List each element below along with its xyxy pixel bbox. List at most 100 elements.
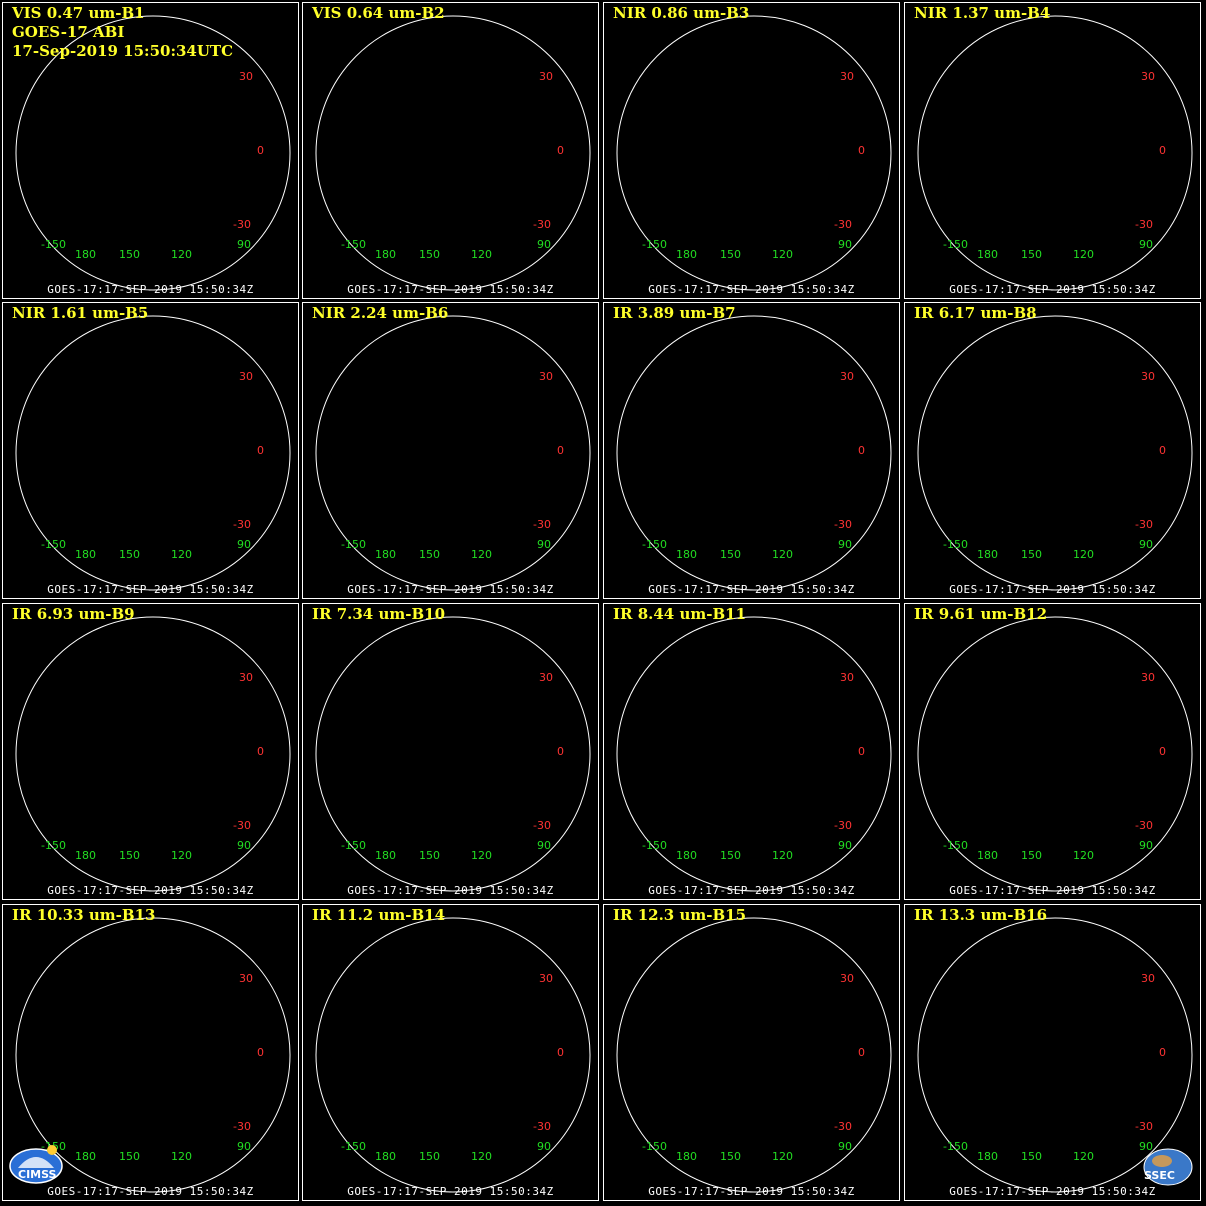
band-panel: NIR 0.86 um-B3 30 0 -30 -150 180 150 120 90 GOES-… [603,2,900,299]
longitude-label: 120 [1073,248,1094,261]
latitude-label: -30 [233,218,251,231]
latitude-label: -30 [834,1120,852,1133]
band-title: IR 10.33 um-B13 [12,906,156,924]
longitude-label: -150 [642,839,667,852]
longitude-label: 150 [1021,1150,1042,1163]
globe-image [15,15,291,291]
globe-image [315,616,591,892]
longitude-label: 90 [537,538,551,551]
longitude-label: -150 [341,238,366,251]
longitude-label: 150 [1021,548,1042,561]
panel-footer-timestamp: GOES-17:17-SEP-2019 15:50:34Z [648,283,855,296]
longitude-label: -150 [341,538,366,551]
latitude-label: -30 [834,819,852,832]
longitude-label: 90 [838,538,852,551]
longitude-label: -150 [41,538,66,551]
latitude-label: -30 [233,1120,251,1133]
longitude-label: 120 [471,248,492,261]
longitude-label: 180 [75,548,96,561]
band-panel: IR 3.89 um-B7 30 0 -30 -150 180 150 120 90 GOES-1… [603,302,900,599]
longitude-label: 150 [419,1150,440,1163]
latitude-label: 30 [1141,370,1155,383]
panel-footer-timestamp: GOES-17:17-SEP-2019 15:50:34Z [47,884,254,897]
band-title: NIR 2.24 um-B6 [312,304,449,322]
longitude-label: 120 [772,248,793,261]
band-title: IR 9.61 um-B12 [914,605,1048,623]
panel-footer-timestamp: GOES-17:17-SEP-2019 15:50:34Z [648,1185,855,1198]
cimss-logo-text: CIMSS [18,1168,57,1181]
panel-footer-timestamp: GOES-17:17-SEP-2019 15:50:34Z [47,283,254,296]
latitude-label: -30 [1135,819,1153,832]
latitude-label: 30 [539,370,553,383]
latitude-label: -30 [233,819,251,832]
panel-footer-timestamp: GOES-17:17-SEP-2019 15:50:34Z [648,583,855,596]
longitude-label: -150 [642,1140,667,1153]
band-panel: IR 7.34 um-B10 30 0 -30 -150 180 150 120 90 GOES-… [302,603,599,900]
longitude-label: 150 [720,1150,741,1163]
longitude-label: 150 [119,248,140,261]
latitude-label: 0 [557,745,564,758]
latitude-label: 0 [557,444,564,457]
longitude-label: 180 [375,548,396,561]
panel-footer-timestamp: GOES-17:17-SEP-2019 15:50:34Z [648,884,855,897]
longitude-label: 90 [237,238,251,251]
longitude-label: 90 [537,839,551,852]
longitude-label: 90 [1139,238,1153,251]
longitude-label: 150 [1021,849,1042,862]
band-title: NIR 1.61 um-B5 [12,304,149,322]
longitude-label: 180 [75,849,96,862]
longitude-label: 90 [838,238,852,251]
longitude-label: 120 [171,248,192,261]
panel-footer-timestamp: GOES-17:17-SEP-2019 15:50:34Z [47,1185,254,1198]
longitude-label: -150 [642,538,667,551]
longitude-label: 90 [1139,538,1153,551]
latitude-label: -30 [834,518,852,531]
globe-image [315,917,591,1193]
latitude-label: 30 [539,70,553,83]
latitude-label: 0 [257,745,264,758]
longitude-label: 150 [419,548,440,561]
latitude-label: 0 [1159,144,1166,157]
panel-footer-timestamp: GOES-17:17-SEP-2019 15:50:34Z [347,283,554,296]
longitude-label: 120 [1073,849,1094,862]
longitude-label: 90 [537,1140,551,1153]
longitude-label: -150 [41,238,66,251]
longitude-label: -150 [41,839,66,852]
longitude-label: 180 [676,248,697,261]
longitude-label: 180 [375,248,396,261]
longitude-label: 180 [977,1150,998,1163]
latitude-label: 0 [557,1046,564,1059]
longitude-label: 90 [237,538,251,551]
longitude-label: 120 [171,849,192,862]
band-panel: VIS 0.64 um-B2 30 0 -30 -150 180 150 120 90 GOES-… [302,2,599,299]
latitude-label: 0 [1159,1046,1166,1059]
band-panel: IR 6.17 um-B8 30 0 -30 -150 180 150 120 90 GOES-1… [904,302,1201,599]
latitude-label: -30 [1135,1120,1153,1133]
latitude-label: 0 [858,745,865,758]
globe-image [15,917,291,1193]
globe-image [616,315,892,591]
longitude-label: -150 [341,1140,366,1153]
panel-footer-timestamp: GOES-17:17-SEP-2019 15:50:34Z [47,583,254,596]
latitude-label: 30 [1141,671,1155,684]
panel-footer-timestamp: GOES-17:17-SEP-2019 15:50:34Z [347,884,554,897]
longitude-label: 150 [1021,248,1042,261]
globe-image [616,616,892,892]
longitude-label: 120 [171,1150,192,1163]
latitude-label: 30 [840,370,854,383]
band-title: IR 6.17 um-B8 [914,304,1037,322]
panel-footer-timestamp: GOES-17:17-SEP-2019 15:50:34Z [949,583,1156,596]
longitude-label: 120 [471,849,492,862]
satellite-name: GOES-17 ABI [12,23,125,41]
longitude-label: 150 [119,1150,140,1163]
longitude-label: 120 [772,849,793,862]
band-title: NIR 1.37 um-B4 [914,4,1051,22]
band-title: VIS 0.47 um-B1 [12,4,145,22]
globe-image [315,15,591,291]
longitude-label: 150 [119,849,140,862]
latitude-label: 30 [539,972,553,985]
longitude-label: 180 [375,1150,396,1163]
latitude-label: 0 [1159,745,1166,758]
timestamp-utc: 17-Sep-2019 15:50:34UTC [12,42,234,60]
